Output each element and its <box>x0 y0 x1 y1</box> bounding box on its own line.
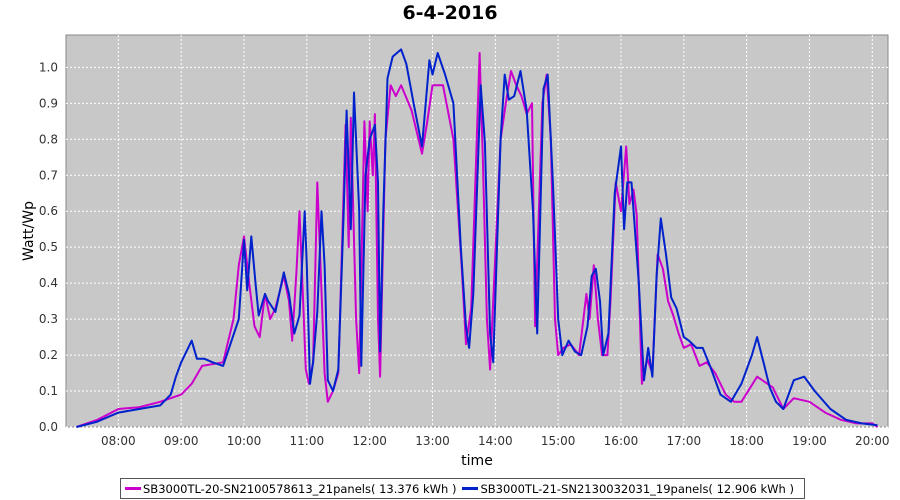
series-group <box>76 48 879 428</box>
x-tick-label: 16:00 <box>604 434 639 448</box>
y-tick-label: 0.9 <box>39 96 58 110</box>
x-axis-ticks: 08:00 09:00 10:00 11:00 12:00 13:00 14:00 15:00… <box>101 434 890 448</box>
series-line-2 <box>76 48 878 428</box>
x-tick-label: 17:00 <box>667 434 702 448</box>
y-tick-label: 0.0 <box>39 420 58 434</box>
legend-item-series-1: SB3000TL-20-SN2100578613_21panels( 13.37… <box>125 482 456 496</box>
x-tick-label: 15:00 <box>541 434 576 448</box>
x-tick-label: 09:00 <box>164 434 199 448</box>
legend: SB3000TL-20-SN2100578613_21panels( 13.37… <box>120 478 805 499</box>
x-tick-label: 11:00 <box>290 434 325 448</box>
y-axis-ticks: 0.0 0.1 0.2 0.3 0.4 0.5 0.6 0.7 0.8 0.9 1.0 <box>39 60 58 434</box>
legend-label-1: SB3000TL-20-SN2100578613_21panels( 13.37… <box>143 481 457 496</box>
plot-area <box>65 34 889 428</box>
y-tick-label: 0.7 <box>39 168 58 182</box>
y-tick-label: 0.3 <box>39 312 58 326</box>
legend-item-series-2: SB3000TL-21-SN2130032031_19panels( 12.90… <box>462 481 794 496</box>
x-tick-label: 20:00 <box>855 434 890 448</box>
x-tick-label: 12:00 <box>352 434 387 448</box>
line-chart: 08:00 09:00 10:00 11:00 12:00 13:00 14:00 15:00… <box>21 34 890 469</box>
y-tick-label: 0.6 <box>39 204 58 218</box>
x-tick-label: 10:00 <box>227 434 262 448</box>
y-tick-label: 0.8 <box>39 132 58 146</box>
x-tick-label: 19:00 <box>792 434 827 448</box>
y-axis-label: Watt/Wp <box>21 201 37 261</box>
x-tick-label: 18:00 <box>729 434 764 448</box>
x-tick-label: 14:00 <box>478 434 513 448</box>
x-axis-label: time <box>461 453 493 469</box>
y-tick-label: 0.2 <box>39 348 58 362</box>
y-tick-label: 0.5 <box>39 240 58 254</box>
y-tick-label: 0.4 <box>39 276 58 290</box>
chart-title: 6-4-2016 <box>402 2 498 24</box>
grid-lines <box>66 35 888 428</box>
x-tick-label: 08:00 <box>101 434 136 448</box>
legend-swatch-1 <box>125 487 141 490</box>
x-tick-label: 13:00 <box>415 434 450 448</box>
legend-swatch-2 <box>462 487 479 490</box>
y-tick-label: 1.0 <box>39 60 58 74</box>
y-tick-label: 0.1 <box>39 384 58 398</box>
series-line-1 <box>76 52 879 428</box>
legend-label-2: SB3000TL-21-SN2130032031_19panels( 12.90… <box>480 481 794 496</box>
